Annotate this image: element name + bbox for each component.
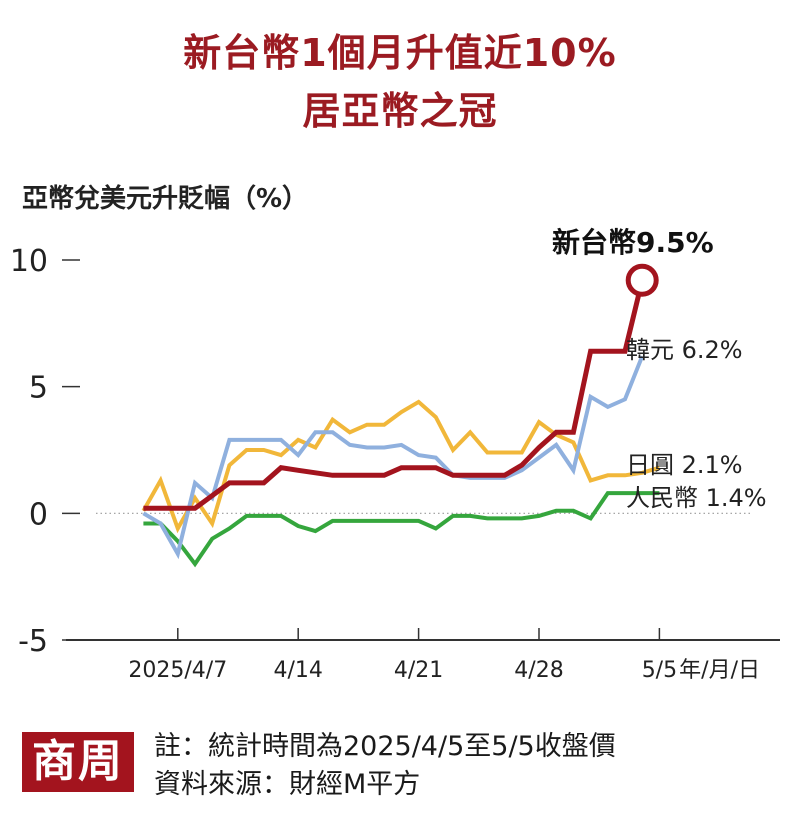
x-tick-label: 2025/4/7 <box>128 658 227 683</box>
x-axis-label: 年/月/日 <box>679 658 760 683</box>
series-line-twd <box>143 279 645 511</box>
footnote: 註：統計時間為2025/4/5至5/5收盤價 <box>154 731 616 762</box>
footer-notes: 註：統計時間為2025/4/5至5/5收盤價 資料來源：財經M平方 <box>154 728 794 804</box>
x-tick-label: 4/28 <box>514 658 563 683</box>
x-tick-label: 5/5 <box>642 658 677 683</box>
y-tick-label: 10 <box>10 244 48 279</box>
y-tick-label: -5 <box>18 624 48 659</box>
x-tick-label: 4/14 <box>273 658 322 683</box>
y-tick-label: 5 <box>29 371 48 406</box>
series-end-label: 新台幣9.5% <box>552 226 714 259</box>
series-line-krw <box>142 355 645 560</box>
y-axis-label: 亞幣兌美元升貶幅（%） <box>22 184 309 214</box>
series-end-label: 人民幣 1.4% <box>626 484 767 512</box>
chart-title-line2: 居亞幣之冠 <box>302 89 498 133</box>
twd-end-marker <box>625 263 659 297</box>
data-source: 資料來源：財經M平方 <box>154 769 421 800</box>
line-chart: 10 5 0 -5 2025/4/7 4/14 4/21 4/28 5/5 年/月/日 新台幣9.… <box>10 226 780 683</box>
chart-title-line1: 新台幣1個月升值近10% <box>183 31 617 75</box>
series-line-jpy <box>141 399 660 534</box>
series-end-label: 韓元 6.2% <box>626 336 743 364</box>
publisher-logo: 商周 <box>22 732 134 792</box>
series-end-label: 日圓 2.1% <box>626 451 743 479</box>
x-tick-label: 4/21 <box>394 658 443 683</box>
y-tick-label: 0 <box>29 497 48 532</box>
series-line-cny <box>143 491 660 568</box>
